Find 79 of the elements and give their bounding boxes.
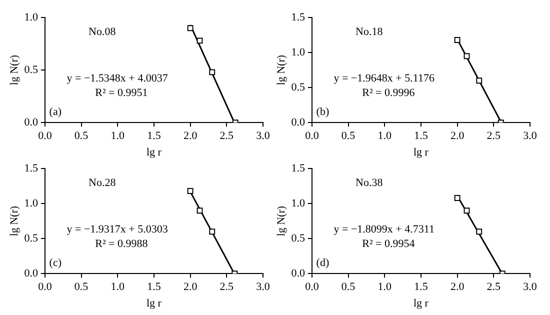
y-tick-label: 1.0 <box>24 11 38 24</box>
y-tick-label: 0.0 <box>24 267 38 280</box>
y-tick-label: 0.5 <box>291 232 306 244</box>
point <box>209 228 216 235</box>
x-tick-label: 2.0 <box>183 130 198 142</box>
y-tick-label: 1.5 <box>24 162 38 174</box>
x-tick-label: 0.0 <box>305 281 320 294</box>
x-tick-label: 0.5 <box>74 130 89 142</box>
annotation: y = −1.9317x + 5.0303 <box>66 223 168 236</box>
x-axis-title: lg r <box>413 146 429 158</box>
x-tick-label: 2.0 <box>450 130 465 142</box>
x-tick-label: 3.0 <box>523 281 538 294</box>
x-tick-label: 1.5 <box>147 281 162 294</box>
x-tick-label: 0.0 <box>38 281 52 294</box>
y-axis-title: lg N(r) <box>8 206 20 236</box>
y-tick-label: 0.5 <box>24 232 38 244</box>
y-tick-label: 1.5 <box>291 11 306 24</box>
point <box>196 38 203 44</box>
x-tick-label: 3.0 <box>256 130 270 142</box>
x-axis-title: lg r <box>146 146 162 158</box>
x-tick-label: 2.5 <box>486 281 502 294</box>
y-tick-label: 1.0 <box>291 46 306 58</box>
x-tick-label: 2.5 <box>220 281 234 294</box>
annotation: (a) <box>49 106 62 118</box>
x-tick-label: 2.0 <box>183 281 198 294</box>
x-axis-title: lg r <box>413 297 429 310</box>
annotation: y = −1.8099x + 4.7311 <box>334 223 434 236</box>
annotation: (c) <box>49 256 62 269</box>
x-tick-label: 0.5 <box>341 281 356 294</box>
point <box>454 37 460 43</box>
x-tick-label: 2.5 <box>220 130 234 142</box>
y-tick-label: 0.0 <box>291 267 306 280</box>
point <box>464 53 470 60</box>
y-tick-label: 0.5 <box>291 81 306 94</box>
x-tick-label: 0.5 <box>341 130 356 142</box>
x-tick-label: 3.0 <box>523 130 538 142</box>
x-tick-label: 2.5 <box>486 130 502 142</box>
annotation: R² = 0.9954 <box>362 238 416 250</box>
point <box>196 208 203 214</box>
point <box>454 195 460 201</box>
annotation: No.28 <box>88 177 116 190</box>
x-tick-label: 1.0 <box>110 130 126 142</box>
y-tick-label: 0.5 <box>24 64 38 76</box>
x-tick-label: 1.0 <box>378 130 392 142</box>
y-axis-title: lg N(r) <box>8 54 20 86</box>
y-tick-label: 1.0 <box>24 197 38 210</box>
annotation: R² = 0.9951 <box>95 87 148 100</box>
annotation: No.08 <box>88 26 116 38</box>
x-tick-label: 1.5 <box>414 281 428 294</box>
x-tick-label: 1.0 <box>110 281 126 294</box>
point <box>187 188 194 194</box>
y-tick-label: 1.0 <box>291 197 306 210</box>
annotation: (d) <box>316 256 330 269</box>
y-axis-title: lg N(r) <box>275 54 288 86</box>
point <box>476 228 482 235</box>
point <box>209 69 216 76</box>
x-tick-label: 0.5 <box>74 281 89 294</box>
point <box>476 78 482 84</box>
y-tick-label: 1.5 <box>291 162 306 174</box>
x-tick-label: 1.5 <box>414 130 428 142</box>
x-tick-label: 0.0 <box>305 130 320 142</box>
annotation: y = −1.9648x + 5.1176 <box>334 72 435 84</box>
point <box>187 25 194 32</box>
x-tick-label: 0.0 <box>38 130 52 142</box>
x-tick-label: 3.0 <box>256 281 270 294</box>
y-axis-title: lg N(r) <box>275 206 288 236</box>
annotation: y = −1.5348x + 4.0037 <box>66 72 168 84</box>
x-axis-title: lg r <box>146 297 162 310</box>
annotation: R² = 0.9988 <box>95 238 148 250</box>
point <box>464 208 470 214</box>
annotation: R² = 0.9996 <box>362 87 416 100</box>
x-tick-label: 1.0 <box>378 281 392 294</box>
x-tick-label: 1.5 <box>147 130 162 142</box>
x-tick-label: 2.0 <box>450 281 465 294</box>
annotation: No.38 <box>356 177 384 190</box>
annotation: No.18 <box>356 26 384 38</box>
y-tick-label: 0.0 <box>24 116 38 128</box>
annotation: (b) <box>316 106 330 118</box>
y-tick-label: 0.0 <box>291 116 306 128</box>
